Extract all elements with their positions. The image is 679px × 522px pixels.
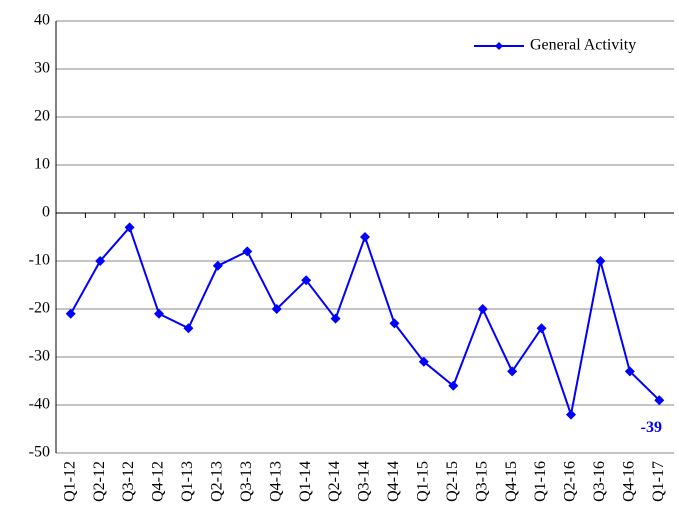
data-label: -39 [641, 419, 662, 436]
x-tick-label: Q1-15 [415, 461, 432, 502]
y-tick-label: 20 [34, 108, 50, 125]
x-tick-label: Q4-14 [385, 461, 402, 502]
data-point [418, 356, 429, 367]
x-tick-label: Q3-15 [473, 461, 490, 502]
y-tick-label: -30 [29, 348, 50, 365]
x-tick-label: Q2-16 [562, 461, 579, 502]
x-tick-label: Q1-17 [650, 461, 667, 502]
data-point [242, 246, 253, 257]
x-tick-label: Q4-13 [267, 461, 284, 502]
legend-marker [495, 42, 503, 50]
y-tick-label: -20 [29, 300, 50, 317]
y-tick-label: 0 [42, 204, 50, 221]
legend-label: General Activity [530, 37, 636, 54]
x-tick-label: Q3-16 [591, 461, 608, 502]
data-point [624, 366, 635, 377]
y-tick-label: 40 [34, 12, 50, 29]
y-tick-label: -10 [29, 252, 50, 269]
y-tick-label: -40 [29, 396, 50, 413]
data-point [654, 395, 665, 406]
y-tick-label: 30 [34, 60, 50, 77]
x-tick-label: Q4-16 [621, 461, 638, 502]
data-point [536, 323, 547, 334]
data-point [124, 222, 135, 233]
data-point [448, 380, 459, 391]
x-tick-label: Q3-13 [238, 461, 255, 502]
data-point [566, 409, 576, 420]
x-tick-label: Q2-12 [91, 461, 108, 502]
x-tick-label: Q1-12 [61, 461, 78, 502]
y-tick-label: 10 [34, 156, 50, 173]
data-point [65, 308, 76, 319]
x-tick-label: Q2-15 [444, 461, 461, 502]
x-tick-label: Q4-15 [503, 461, 520, 502]
y-tick-label: -50 [29, 444, 50, 461]
data-point [212, 260, 223, 271]
x-tick-label: Q1-13 [179, 461, 196, 502]
series-line [69, 225, 660, 419]
data-point [330, 313, 341, 324]
x-tick-label: Q1-14 [297, 461, 314, 502]
x-tick-label: Q1-16 [532, 461, 549, 502]
data-point [507, 366, 518, 377]
data-point [95, 256, 106, 266]
data-point [183, 323, 194, 334]
x-tick-label: Q4-12 [150, 461, 167, 502]
data-point [477, 304, 488, 314]
data-point [271, 304, 282, 314]
data-point [360, 232, 370, 242]
data-point [389, 318, 400, 329]
x-tick-label: Q2-14 [326, 461, 343, 502]
data-point [595, 256, 606, 266]
data-point [154, 308, 164, 319]
x-tick-label: Q3-12 [120, 461, 137, 502]
x-tick-label: Q2-13 [209, 461, 226, 502]
x-tick-label: Q3-14 [356, 461, 373, 502]
data-point [301, 275, 312, 286]
